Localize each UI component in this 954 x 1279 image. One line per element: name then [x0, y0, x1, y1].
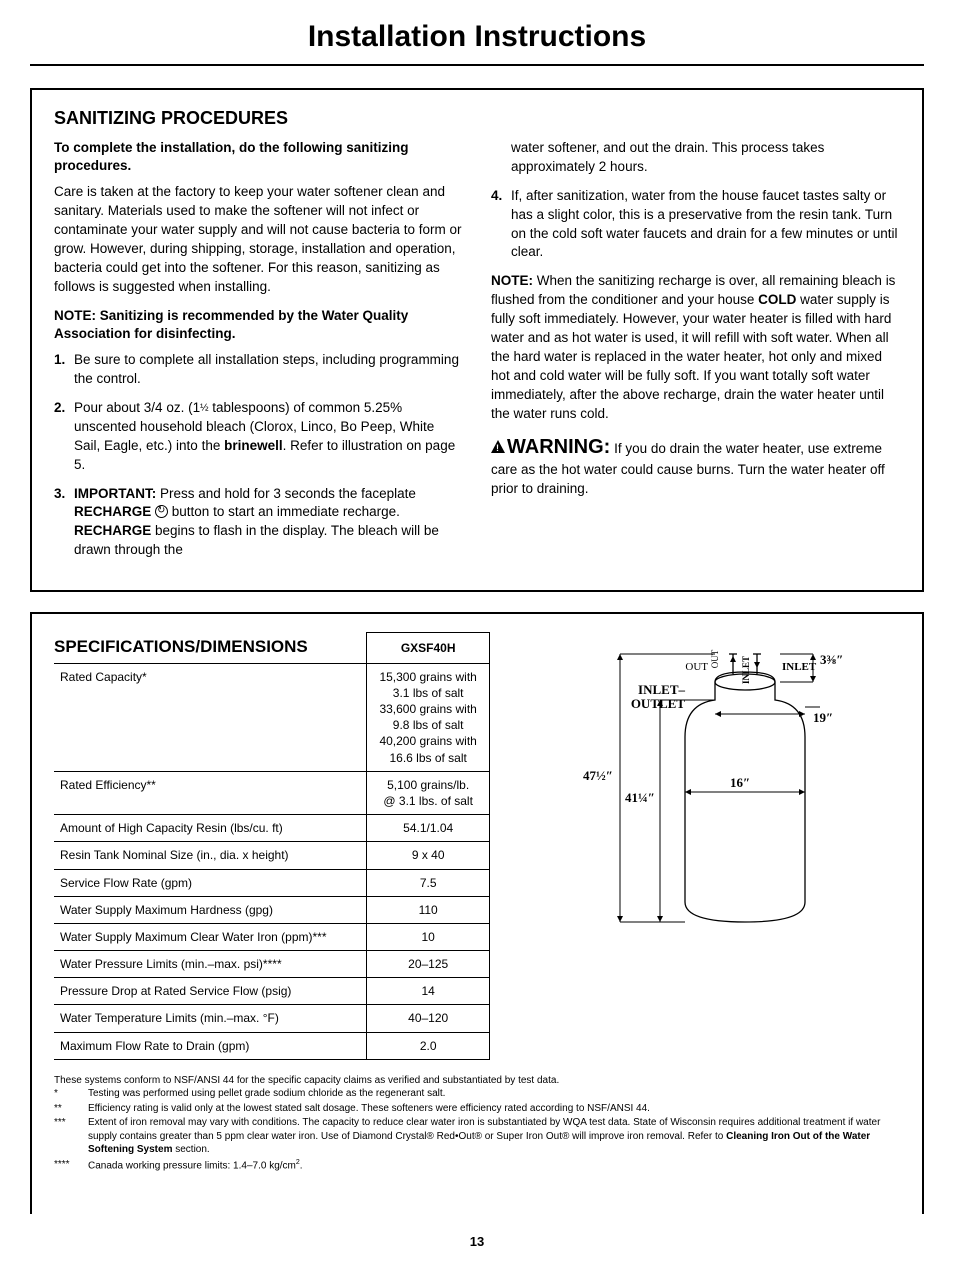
important-label: IMPORTANT: [74, 486, 156, 501]
inlet-tube-label: INLET [741, 656, 751, 684]
footnote-intro: These systems conform to NSF/ANSI 44 for… [54, 1074, 900, 1088]
table-row: Water Supply Maximum Hardness (gpg)110 [54, 896, 490, 923]
spec-label: Resin Tank Nominal Size (in., dia. x hei… [54, 842, 366, 869]
inlet-label: INLET [782, 661, 817, 673]
recharge-label-1: RECHARGE [74, 504, 151, 519]
spec-label: Water Supply Maximum Hardness (gpg) [54, 896, 366, 923]
spec-label: Amount of High Capacity Resin (lbs/cu. f… [54, 815, 366, 842]
sanitizing-heading: SANITIZING PROCEDURES [54, 108, 900, 129]
footnote-3: Extent of iron removal may vary with con… [88, 1116, 900, 1157]
spec-label: Water Pressure Limits (min.–max. psi)***… [54, 951, 366, 978]
brinewell-label: brinewell [224, 438, 283, 453]
warning-block: WARNING: If you do drain the water heate… [491, 433, 900, 499]
table-row: Amount of High Capacity Resin (lbs/cu. f… [54, 815, 490, 842]
height-inner-label: 41¼″ [625, 790, 655, 805]
spec-label: Pressure Drop at Rated Service Flow (psi… [54, 978, 366, 1005]
table-row: Resin Tank Nominal Size (in., dia. x hei… [54, 842, 490, 869]
table-row: Water Supply Maximum Clear Water Iron (p… [54, 923, 490, 950]
page-number: 13 [30, 1234, 924, 1249]
step-3-cont: water softener, and out the drain. This … [491, 139, 900, 177]
footnote-1: Testing was performed using pellet grade… [88, 1087, 445, 1101]
sanitizing-note-bold: NOTE: Sanitizing is recommended by the W… [54, 307, 463, 343]
inlet-outlet-label-1: INLET– [638, 682, 685, 697]
note-2: NOTE: When the sanitizing recharge is ov… [491, 272, 900, 423]
footnote-2: Efficiency rating is valid only at the l… [88, 1102, 650, 1116]
spec-value: 54.1/1.04 [366, 815, 490, 842]
specs-model: GXSF40H [366, 633, 490, 664]
sanitizing-intro-bold: To complete the installation, do the fol… [54, 139, 463, 175]
spec-value: 110 [366, 896, 490, 923]
specs-heading: SPECIFICATIONS/DIMENSIONS [54, 633, 366, 664]
footnote-4: Canada working pressure limits: 1.4–7.0 … [88, 1158, 303, 1173]
step-3-a: Press and hold for 3 seconds the facepla… [156, 486, 416, 501]
warning-label: WARNING: [507, 436, 610, 458]
recharge-icon [155, 505, 168, 518]
height-total-label: 47½″ [583, 768, 613, 783]
step-2: Pour about 3/4 oz. (1½ tablespoons) of c… [54, 399, 463, 475]
table-row: Rated Capacity*15,300 grains with3.1 lbs… [54, 663, 490, 771]
recharge-label-2: RECHARGE [74, 523, 151, 538]
out-label: OUT [686, 661, 709, 673]
page-title: Installation Instructions [30, 20, 924, 66]
spec-value: 7.5 [366, 869, 490, 896]
spec-label: Rated Efficiency** [54, 771, 366, 814]
spec-value: 20–125 [366, 951, 490, 978]
spec-label: Water Supply Maximum Clear Water Iron (p… [54, 923, 366, 950]
width-top-label: 19″ [813, 710, 833, 725]
spec-value: 14 [366, 978, 490, 1005]
step-3-b: button to start an immediate recharge. [168, 504, 400, 519]
top-gap-label: 3⅜″ [820, 652, 843, 667]
inlet-outlet-label-2: OUTLET [631, 696, 686, 711]
spec-value: 40–120 [366, 1005, 490, 1032]
note-2-b: water supply is fully soft immediately. … [491, 292, 891, 420]
table-row: Water Pressure Limits (min.–max. psi)***… [54, 951, 490, 978]
spec-value: 10 [366, 923, 490, 950]
footnotes: These systems conform to NSF/ANSI 44 for… [54, 1074, 900, 1173]
spec-label: Rated Capacity* [54, 663, 366, 771]
table-row: Water Temperature Limits (min.–max. °F)4… [54, 1005, 490, 1032]
specs-table: SPECIFICATIONS/DIMENSIONS GXSF40H Rated … [54, 632, 490, 1060]
note-2-label: NOTE: [491, 273, 533, 288]
spec-value: 15,300 grains with3.1 lbs of salt33,600 … [366, 663, 490, 771]
spec-label: Water Temperature Limits (min.–max. °F) [54, 1005, 366, 1032]
table-row: Rated Efficiency**5,100 grains/lb.@ 3.1 … [54, 771, 490, 814]
cold-label: COLD [758, 292, 796, 307]
sanitizing-intro-para: Care is taken at the factory to keep you… [54, 183, 463, 296]
sanitizing-section: SANITIZING PROCEDURES To complete the in… [30, 88, 924, 592]
out-tube-label: OUT [710, 649, 720, 668]
step-4: If, after sanitization, water from the h… [491, 187, 900, 263]
spec-label: Service Flow Rate (gpm) [54, 869, 366, 896]
warning-triangle-icon [491, 440, 505, 453]
table-row: Pressure Drop at Rated Service Flow (psi… [54, 978, 490, 1005]
step-3: IMPORTANT: Press and hold for 3 seconds … [54, 485, 463, 561]
specs-section: SPECIFICATIONS/DIMENSIONS GXSF40H Rated … [30, 612, 924, 1214]
step-1: Be sure to complete all installation ste… [54, 351, 463, 389]
spec-value: 5,100 grains/lb.@ 3.1 lbs. of salt [366, 771, 490, 814]
step-2-a: Pour about 3/4 oz. (1 [74, 400, 200, 415]
table-row: Service Flow Rate (gpm)7.5 [54, 869, 490, 896]
spec-value: 9 x 40 [366, 842, 490, 869]
table-row: Maximum Flow Rate to Drain (gpm)2.0 [54, 1032, 490, 1059]
width-body-label: 16″ [730, 775, 750, 790]
spec-value: 2.0 [366, 1032, 490, 1059]
step-2-frac: ½ [200, 402, 208, 413]
spec-label: Maximum Flow Rate to Drain (gpm) [54, 1032, 366, 1059]
dimensions-diagram: OUT INLET 3⅜″ INLET– OUTLET 19″ 16″ 47½″… [555, 642, 865, 942]
